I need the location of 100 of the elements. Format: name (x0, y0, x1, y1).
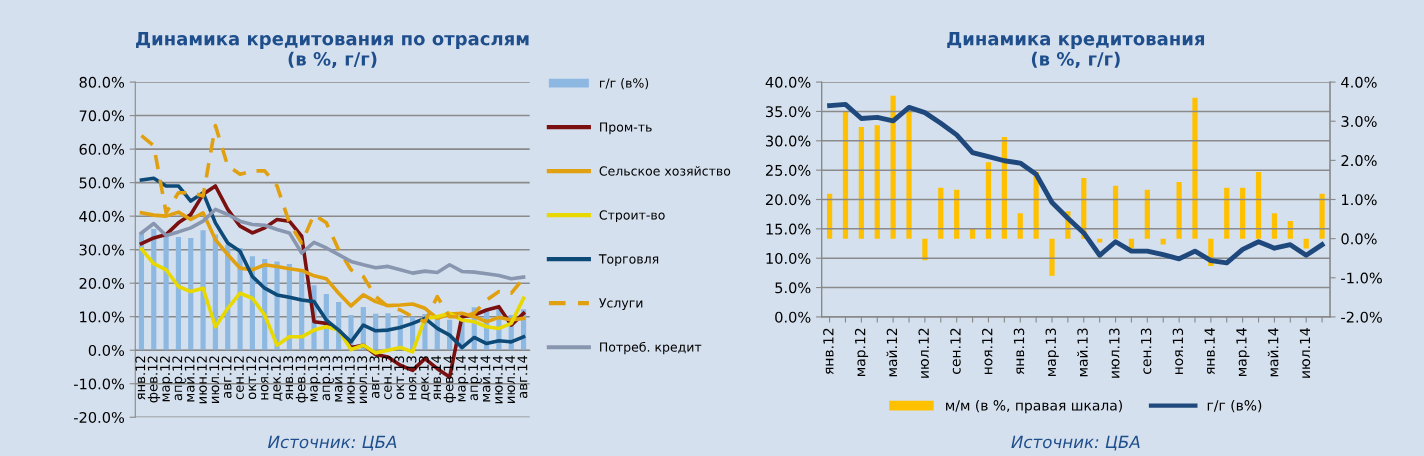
legend-label: Строит-во (599, 210, 665, 223)
y-tick-label: 80.0% (79, 76, 125, 88)
bar (1112, 185, 1119, 239)
x-tick-label: июл.12 (918, 328, 929, 378)
x-tick-label: июн.13 (344, 356, 355, 404)
bar (200, 230, 206, 351)
y-tick-label: 30.0% (766, 135, 811, 147)
bar (1017, 213, 1023, 239)
x-tick-label: авг.12 (221, 356, 232, 399)
y-tick-label: 5.0% (775, 282, 811, 294)
bar (1097, 238, 1103, 243)
chart-title: Динамика кредитования (в %, г/г) (947, 32, 1205, 68)
bar (922, 238, 928, 261)
x-tick-label: июл.14 (505, 355, 516, 403)
y-tick-label: -20.0% (73, 411, 125, 423)
x-tick-label: мар.13 (307, 356, 321, 402)
bar (1176, 181, 1182, 239)
y-tick-label: 20.0% (79, 277, 125, 289)
x-tick-label: ноя.12 (258, 356, 269, 400)
legend-label: Сельское хозяйство (599, 166, 731, 176)
legend-label: г/г (в%) (1207, 399, 1262, 413)
x-tick-label: фев.12 (147, 356, 161, 403)
bar (1049, 238, 1055, 276)
x-tick-label: мар.14 (1236, 328, 1250, 376)
bar (938, 187, 944, 239)
x-tick-label: мар.14 (455, 355, 469, 402)
bar (874, 125, 880, 239)
x-tick-label: фев.13 (295, 356, 309, 403)
x-tick-label: июн.12 (196, 356, 207, 404)
x-tick-label: янв.12 (135, 356, 146, 400)
chart-title: Динамика кредитования по отраслям (в %, г/г) (136, 32, 529, 68)
x-tick-label: мар.12 (854, 328, 869, 376)
line-series (827, 101, 1325, 266)
y-tick-label: 40.0% (79, 210, 125, 222)
bar (954, 189, 960, 239)
x-tick-label: дек.12 (270, 356, 283, 401)
y-tick-label: 10.0% (766, 252, 811, 264)
y-tick-label: 40.0% (765, 76, 811, 88)
x-tick-label: мар.13 (1045, 328, 1059, 376)
line-series (139, 247, 526, 355)
bar (858, 127, 864, 239)
x-tick-label: июл.14 (1299, 328, 1311, 378)
x-tick-label: ноя.12 (981, 328, 993, 375)
x-tick-label: окт.13 (394, 356, 405, 400)
legend-label: Потреб. кредит (600, 341, 702, 355)
y2-tick-label: 0.0% (1341, 233, 1377, 245)
bar (1192, 97, 1198, 239)
x-tick-label: апр.13 (320, 356, 333, 401)
y-tick-label: 0.0% (88, 344, 125, 356)
x-tick-label: май.14 (480, 355, 491, 402)
x-tick-label: дек.13 (418, 356, 431, 401)
legend-label: м/м (в %, правая шкала) (946, 399, 1122, 414)
x-tick-label: окт.12 (246, 356, 257, 400)
x-tick-label: май.14 (1267, 328, 1279, 377)
y-tick-label: 30.0% (79, 244, 125, 256)
text: Источник: ЦБА (268, 435, 397, 451)
y2-tick-label: -2.0% (1341, 311, 1382, 323)
y2-tick-label: 1.0% (1342, 194, 1377, 206)
y2-tick-label: -1.0% (1341, 272, 1382, 284)
y-tick-label: 60.0% (79, 143, 125, 155)
bar (1224, 187, 1230, 239)
x-tick-label: янв.13 (1013, 328, 1025, 375)
bar (1160, 238, 1166, 245)
y-tick-label: 25.0% (765, 164, 811, 176)
y-tick-label: 50.0% (79, 177, 125, 189)
bar (1319, 193, 1325, 239)
bar (1271, 213, 1278, 239)
legend-label: Пром-ть (600, 122, 652, 135)
bar (175, 236, 182, 351)
y-tick-label: 35.0% (766, 106, 811, 118)
bar (188, 237, 194, 351)
bar (1255, 172, 1262, 239)
bar (906, 107, 912, 239)
y-tick-label: -10.0% (73, 378, 125, 390)
y2-tick-label: 3.0% (1341, 115, 1377, 127)
x-tick-label: май.12 (184, 356, 195, 402)
y-tick-label: 10.0% (80, 311, 125, 323)
x-tick-label: янв.12 (823, 328, 834, 375)
legend-label: Услуги (599, 298, 643, 311)
x-tick-label: сен.13 (1140, 328, 1152, 374)
line-series (139, 207, 526, 281)
x-tick-label: май.13 (1077, 328, 1088, 377)
x-tick-label: июл.13 (357, 356, 368, 403)
x-tick-label: янв.14 (1204, 328, 1215, 375)
line-series (139, 176, 526, 350)
y-tick-label: 0.0% (775, 311, 811, 323)
x-tick-label: фев.14 (443, 355, 456, 403)
x-tick-label: май.12 (886, 328, 898, 377)
x-tick-label: янв.14 (431, 355, 441, 400)
y-tick-label: 20.0% (765, 194, 811, 206)
x-tick-label: ноя.13 (406, 356, 417, 400)
x-tick-label: мар.12 (159, 356, 173, 402)
bar (1144, 189, 1150, 239)
legend-label: г/г (в%) (600, 78, 649, 90)
y2-tick-label: 4.0% (1341, 76, 1377, 88)
y2-tick-label: 2.0% (1341, 155, 1377, 167)
x-tick-label: сен.12 (233, 356, 244, 400)
x-tick-label: сен.13 (381, 356, 392, 400)
x-tick-label: авг.13 (369, 356, 380, 399)
x-tick-label: ноя.13 (1172, 328, 1184, 375)
